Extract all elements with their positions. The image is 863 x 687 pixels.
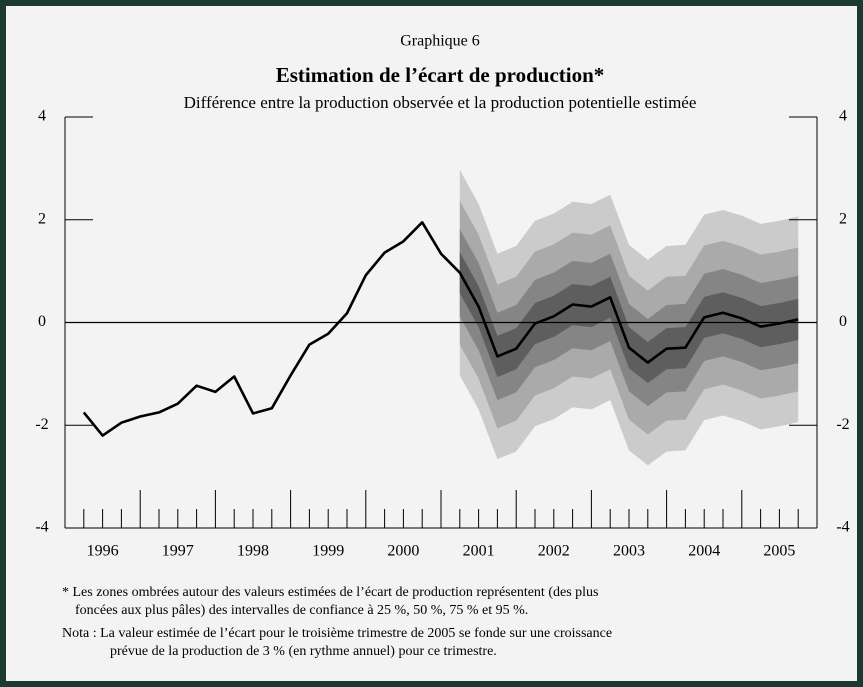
chart-subtitle: Différence entre la production observée … — [184, 93, 697, 112]
chart-title: Estimation de l’écart de production* — [276, 63, 605, 87]
x-tick-label: 1996 — [87, 543, 119, 560]
y-tick-label: 0 — [38, 313, 46, 330]
y2-tick-label: -4 — [836, 519, 849, 536]
chart-header: Graphique 6 — [400, 33, 480, 50]
x-tick-label: 1999 — [312, 543, 344, 560]
x-tick-label: 2003 — [613, 543, 645, 560]
y2-tick-label: 0 — [839, 313, 847, 330]
confidence-band — [459, 228, 799, 407]
confidence-band — [459, 252, 799, 384]
y-tick-label: 4 — [38, 108, 46, 125]
x-tick-label: 2000 — [387, 543, 419, 560]
note: prévue de la production de 3 % (en rythm… — [110, 644, 497, 659]
note: * Les zones ombrées autour des valeurs e… — [62, 585, 598, 600]
x-tick-label: 1998 — [237, 543, 269, 560]
y-tick-label: -2 — [35, 416, 48, 433]
note: Nota : La valeur estimée de l’écart pour… — [62, 626, 612, 641]
y-tick-label: -4 — [35, 519, 48, 536]
y2-tick-label: -2 — [836, 416, 849, 433]
y2-tick-label: 4 — [839, 108, 847, 125]
x-tick-label: 1997 — [162, 543, 194, 560]
x-tick-label: 2001 — [463, 543, 495, 560]
x-tick-label: 2002 — [538, 543, 570, 560]
x-tick-label: 2004 — [688, 543, 720, 560]
y-tick-label: 2 — [38, 210, 46, 227]
x-tick-label: 2005 — [763, 543, 795, 560]
line-series — [82, 221, 799, 437]
note: foncées aux plus pâles) des intervalles … — [75, 603, 528, 618]
y2-tick-label: 2 — [839, 210, 847, 227]
